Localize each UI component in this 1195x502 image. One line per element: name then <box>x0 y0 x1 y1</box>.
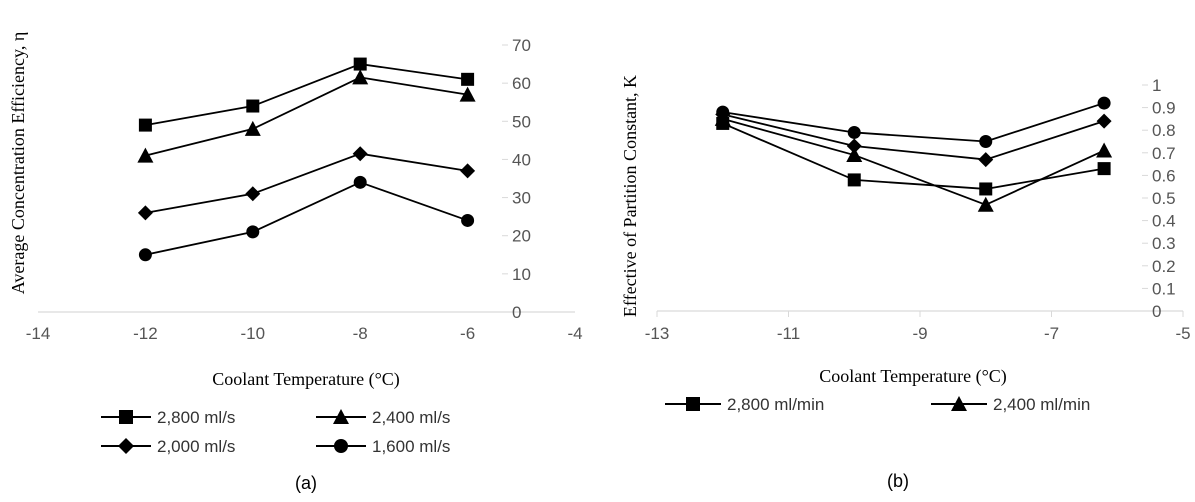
chart-b: Effective of Partition Constant, K Coola… <box>620 75 1191 491</box>
chart-1-x-tick-label: -7 <box>1044 324 1059 343</box>
chart-0-series-3-line <box>145 181 468 256</box>
chart-a-legend-label-3: 1,600 ml/s <box>372 437 450 456</box>
chart-0-series-1-point <box>137 147 154 163</box>
chart-0-series-0-point <box>461 72 475 86</box>
chart-0-y-tick-label: 50 <box>512 112 531 131</box>
chart-0-y-tick-label: 0 <box>512 303 521 322</box>
chart-0-series-0-point <box>246 99 260 113</box>
chart-0-y-tick-label: 10 <box>512 265 531 284</box>
chart-1-y-tick-label: 0.1 <box>1152 279 1176 298</box>
chart-0-x-tick-label: -10 <box>241 324 266 343</box>
chart-a-legend-item-2: 2,000 ml/s <box>101 437 235 456</box>
chart-0-series-1-point <box>352 69 369 85</box>
chart-a-legend-item-3: 1,600 ml/s <box>316 437 450 456</box>
chart-1-series-1-line <box>722 118 1105 206</box>
chart-b-legend-label-0: 2,800 ml/min <box>727 395 824 414</box>
chart-0-series-1-point <box>459 86 476 102</box>
chart-0-series-2-point <box>460 163 476 179</box>
chart-1-y-tick-label: 0.2 <box>1152 257 1176 276</box>
chart-1-series-0-line <box>722 122 1105 190</box>
chart-0-series-3-point <box>138 248 152 262</box>
chart-0-y-tick-label: 40 <box>512 150 531 169</box>
chart-1-series-3-line <box>722 102 1105 143</box>
chart-0-y-tick-label: 20 <box>512 227 531 246</box>
chart-b-y-axis-title: Effective of Partition Constant, K <box>620 75 640 317</box>
chart-1-x-tick-label: -13 <box>645 324 670 343</box>
chart-1-series-2-point <box>978 152 994 168</box>
chart-b-legend-item-1: 2,400 ml/min <box>931 395 1090 414</box>
chart-0-y-tick-label: 60 <box>512 74 531 93</box>
chart-1-series-0-point <box>1097 162 1111 176</box>
chart-0-x-tick-label: -8 <box>353 324 368 343</box>
chart-a-legend: 2,800 ml/s 2,400 ml/s 2,000 ml/s 1,600 m… <box>101 408 450 456</box>
chart-1-series-3-point <box>847 125 861 139</box>
chart-0-series-2 <box>137 146 476 221</box>
chart-0-series-0-line <box>145 63 468 126</box>
chart-1-series-1-point <box>977 196 994 212</box>
chart-1-series-1-point <box>846 147 863 163</box>
chart-1-series-3 <box>716 96 1111 148</box>
chart-0-series-1-point <box>244 120 261 136</box>
chart-0-series-3-point <box>246 225 260 239</box>
chart-b-legend: 2,800 ml/min 2,400 ml/min <box>665 395 1090 414</box>
chart-0-series-1-line <box>145 76 468 157</box>
chart-1-series-0 <box>716 116 1111 196</box>
chart-a-legend-item-0: 2,800 ml/s <box>101 408 235 427</box>
chart-a-caption: (a) <box>295 473 317 493</box>
chart-1-y-tick-label: 1 <box>1152 76 1161 95</box>
chart-a: Average Concentration Efficiency, η Cool… <box>8 32 583 493</box>
chart-0-series-0-point <box>138 118 152 132</box>
chart-0-series-3-point <box>353 175 367 189</box>
chart-0-series-2-point <box>245 186 261 202</box>
chart-0-axes: -14 -12 -10 -8 -6 -4 0 10 20 30 40 50 60 70 <box>26 36 583 343</box>
chart-0-y-tick-label: 70 <box>512 36 531 55</box>
chart-a-x-axis-title: Coolant Temperature (°C) <box>212 369 400 390</box>
chart-1-series-0-point <box>847 173 861 187</box>
chart-1-x-tick-label: -5 <box>1175 324 1190 343</box>
chart-0-x-tick-label: -6 <box>460 324 475 343</box>
chart-0-y-tick-label: 30 <box>512 189 531 208</box>
chart-0-series-2-point <box>352 146 368 162</box>
chart-1-y-tick-label: 0.8 <box>1152 121 1176 140</box>
chart-b-legend-label-1: 2,400 ml/min <box>993 395 1090 414</box>
chart-1-y-tick-label: 0.3 <box>1152 234 1176 253</box>
chart-a-legend-label-0: 2,800 ml/s <box>157 408 235 427</box>
chart-b-x-axis-title: Coolant Temperature (°C) <box>819 366 1007 387</box>
chart-a-y-axis-title: Average Concentration Efficiency, η <box>8 32 28 294</box>
chart-1-x-tick-label: -9 <box>912 324 927 343</box>
chart-1-y-tick-label: 0.5 <box>1152 189 1176 208</box>
chart-1-y-tick-label: 0.7 <box>1152 144 1176 163</box>
chart-0-series-2-point <box>137 205 153 221</box>
chart-1-y-tick-label: 0.9 <box>1152 99 1176 118</box>
chart-1-axes: -13 -11 -9 -7 -5 0 0.1 0.2 0.3 0.4 0.5 0.6 0.7 0.8 0.9… <box>645 76 1191 343</box>
chart-1-y-tick-label: 0.6 <box>1152 166 1176 185</box>
chart-b-legend-item-0: 2,800 ml/min <box>665 395 824 414</box>
chart-1-series-2-point <box>846 138 862 154</box>
chart-1-series-2-line <box>722 113 1105 161</box>
chart-1-series-3-point <box>1097 96 1111 110</box>
chart-b-caption: (b) <box>887 471 909 491</box>
chart-1-y-tick-label: 0 <box>1152 302 1161 321</box>
chart-a-legend-item-1: 2,400 ml/s <box>316 408 450 427</box>
chart-1-y-tick-label: 0.4 <box>1152 212 1176 231</box>
chart-1-series-0-point <box>979 182 993 196</box>
chart-0-x-tick-label: -4 <box>567 324 582 343</box>
chart-1-x-tick-label: -11 <box>777 324 800 343</box>
chart-a-legend-label-2: 2,000 ml/s <box>157 437 235 456</box>
chart-0-series-1 <box>137 69 476 163</box>
chart-a-legend-label-1: 2,400 ml/s <box>372 408 450 427</box>
chart-0-x-tick-label: -12 <box>133 324 158 343</box>
chart-0-x-tick-label: -14 <box>26 324 51 343</box>
chart-0-series-0-point <box>353 57 367 71</box>
chart-1-series-3-point <box>979 135 993 148</box>
chart-0-series-3 <box>138 175 475 262</box>
chart-1-series-3-point <box>716 105 730 119</box>
chart-1-series-1-point <box>1096 142 1113 158</box>
chart-0-series-2-line <box>145 152 468 214</box>
chart-1-series-2-point <box>1096 113 1112 129</box>
chart-0-series-3-point <box>461 213 475 227</box>
chart-0-series-0 <box>138 57 475 132</box>
